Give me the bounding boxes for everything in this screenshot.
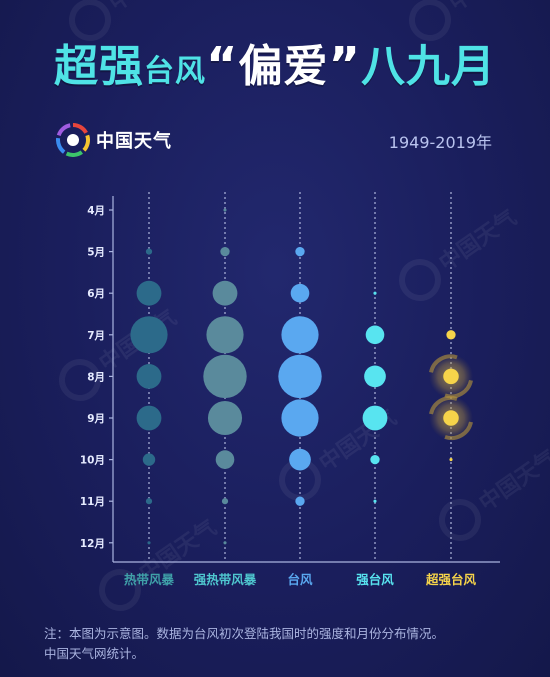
- bubble: [206, 316, 244, 354]
- watermark: 中国天气: [439, 445, 550, 541]
- bubble: [203, 354, 247, 399]
- bubble: [130, 316, 168, 354]
- brand-name: 中国天气: [96, 131, 172, 152]
- bubble: [145, 498, 153, 505]
- watermark-text: 中国天气: [474, 445, 550, 517]
- watermark-text: 中国天气: [104, 0, 191, 17]
- chart-title: 超强台风“偏爱”八九月: [0, 30, 550, 94]
- bubble: [364, 365, 386, 388]
- bubble: [365, 325, 385, 345]
- bubble: [370, 454, 380, 465]
- bubble: [145, 248, 153, 255]
- bubble: [443, 410, 459, 426]
- bubble: [207, 400, 243, 436]
- bubble: [289, 448, 311, 471]
- bubble: [220, 246, 230, 257]
- bubble: [212, 280, 238, 306]
- watermark: 中国天气: [399, 205, 521, 301]
- watermark: 中国天气: [69, 0, 191, 41]
- category-label: 热带风暴: [124, 572, 175, 587]
- title-part-1: 超强: [53, 41, 144, 92]
- watermark-text: 中国天气: [434, 205, 521, 277]
- bubble: [147, 541, 151, 545]
- china-weather-logo-icon: [56, 123, 90, 157]
- month-label: 7月: [87, 330, 105, 342]
- bubble: [295, 496, 305, 506]
- month-label: 12月: [80, 538, 105, 550]
- category-label: 强热带风暴: [194, 572, 257, 587]
- bubble: [223, 208, 227, 212]
- title-quote-close: ”: [328, 37, 362, 93]
- brand-logo: 中国天气: [56, 123, 172, 157]
- month-label: 9月: [87, 413, 105, 425]
- month-label: 8月: [87, 371, 105, 383]
- footnote-line-2: 中国天气网统计。: [44, 646, 145, 661]
- bubble: [446, 330, 456, 340]
- watermark-text: 中国天气: [444, 0, 531, 17]
- category-label: 台风: [287, 572, 313, 587]
- bubble: [290, 283, 310, 303]
- bubble: [373, 291, 377, 295]
- watermark: 中国天气: [59, 305, 181, 401]
- watermark-text: 中国天气: [314, 405, 401, 477]
- bubble: [295, 246, 305, 257]
- period-label: 1949-2019年: [388, 133, 492, 152]
- title-quote-open: “: [205, 37, 239, 93]
- bubble: [278, 354, 322, 399]
- category-label: 强台风: [356, 572, 394, 587]
- title-part-4: 八九月: [361, 41, 497, 92]
- bubble: [449, 458, 453, 462]
- watermarks: 中国天气中国天气中国天气中国天气中国天气中国天气中国天气: [59, 0, 550, 611]
- bubble: [215, 450, 235, 469]
- watermark: 中国天气: [409, 0, 531, 41]
- month-label: 10月: [80, 455, 105, 467]
- bubble: [136, 405, 162, 431]
- bubble: [136, 280, 162, 306]
- bubble: [281, 399, 319, 437]
- bubbles: [130, 208, 473, 545]
- bubble: [373, 499, 377, 503]
- bubble: [223, 541, 227, 545]
- month-label: 5月: [87, 247, 105, 259]
- bubble: [221, 498, 229, 505]
- bubble: [443, 368, 459, 385]
- bubble: [281, 316, 319, 354]
- bubble: [136, 364, 162, 389]
- footnote: 注：本图为示意图。数据为台风初次登陆我国时的强度和月份分布情况。 中国天气网统计…: [44, 624, 444, 664]
- bubble: [142, 453, 156, 466]
- month-label: 4月: [87, 205, 105, 217]
- footnote-line-1: 注：本图为示意图。数据为台风初次登陆我国时的强度和月份分布情况。: [44, 626, 445, 641]
- category-label: 超强台风: [425, 572, 477, 587]
- title-part-3: 偏爱: [238, 41, 329, 92]
- month-label: 11月: [80, 496, 105, 508]
- bubble: [362, 405, 388, 431]
- month-label: 6月: [87, 288, 105, 300]
- title-part-2: 台风: [143, 54, 206, 89]
